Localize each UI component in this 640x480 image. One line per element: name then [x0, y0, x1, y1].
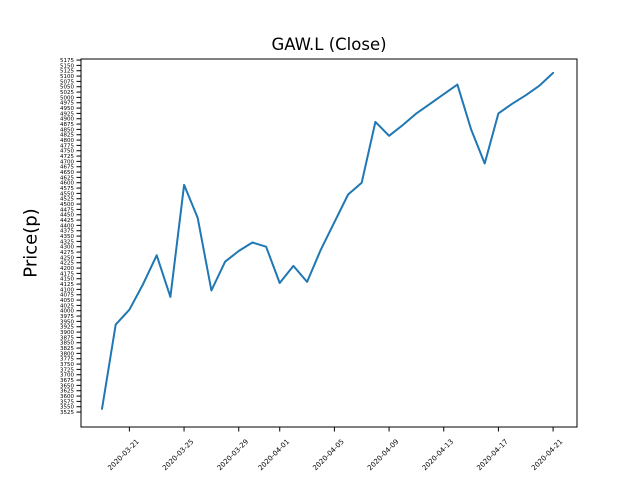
- y-tick-label: 5000: [60, 95, 74, 101]
- x-tick-label: 2020-04-09: [366, 438, 400, 472]
- y-tick-label: 4975: [60, 101, 74, 107]
- y-tick-label: 4850: [60, 127, 74, 133]
- y-tick-label: 4450: [60, 213, 74, 219]
- y-tick-label: 4150: [60, 277, 74, 283]
- y-tick-label: 4200: [60, 266, 74, 272]
- y-tick-label: 3800: [60, 351, 74, 357]
- y-tick-label: 4175: [60, 271, 74, 277]
- y-tick-label: 3850: [60, 341, 74, 347]
- x-tick-label: 2020-03-21: [106, 438, 140, 472]
- y-tick-label: 4225: [60, 261, 74, 267]
- x-tick-label: 2020-03-29: [216, 438, 250, 472]
- y-tick-label: 4500: [60, 202, 74, 208]
- y-tick-label: 4475: [60, 207, 74, 213]
- y-tick-label: 3675: [60, 378, 74, 384]
- y-tick-label: 4550: [60, 191, 74, 197]
- y-tick-label: 3925: [60, 325, 74, 331]
- y-tick-label: 4375: [60, 229, 74, 235]
- y-tick-label: 5025: [60, 90, 74, 96]
- y-tick-label: 5175: [60, 58, 74, 64]
- y-tick-label: 4650: [60, 170, 74, 176]
- y-tick-label: 4000: [60, 309, 74, 315]
- y-tick-label: 4250: [60, 255, 74, 261]
- y-tick-label: 3700: [60, 373, 74, 379]
- x-tick-label: 2020-04-13: [421, 438, 455, 472]
- y-tick-label: 4925: [60, 111, 74, 117]
- y-tick-label: 3875: [60, 335, 74, 341]
- y-tick-label: 4100: [60, 287, 74, 293]
- y-tick-label: 4875: [60, 122, 74, 128]
- y-tick-label: 4325: [60, 239, 74, 245]
- x-tick-label: 2020-03-25: [161, 438, 195, 472]
- chart-title: GAW.L (Close): [271, 35, 387, 54]
- y-tick-label: 4050: [60, 298, 74, 304]
- y-tick-label: 5150: [60, 63, 74, 69]
- y-tick-label: 4525: [60, 197, 74, 203]
- y-tick-label: 4775: [60, 143, 74, 149]
- y-tick-label: 4900: [60, 117, 74, 123]
- x-tick-label: 2020-04-01: [257, 438, 291, 472]
- y-tick-label: 3950: [60, 319, 74, 325]
- y-tick-label: 3575: [60, 399, 74, 405]
- y-tick-label: 4350: [60, 234, 74, 240]
- y-tick-label: 3725: [60, 367, 74, 373]
- y-tick-label: 5100: [60, 74, 74, 80]
- y-tick-label: 3775: [60, 357, 74, 363]
- y-tick-label: 3650: [60, 383, 74, 389]
- y-tick-label: 5050: [60, 85, 74, 91]
- x-tick-label: 2020-04-17: [475, 438, 509, 472]
- y-tick-label: 4725: [60, 154, 74, 160]
- y-tick-label: 3625: [60, 389, 74, 395]
- y-tick-label: 4825: [60, 133, 74, 139]
- y-tick-label: 3600: [60, 394, 74, 400]
- y-tick-label: 4700: [60, 159, 74, 165]
- y-tick-label: 3975: [60, 314, 74, 320]
- y-tick-label: 5125: [60, 69, 74, 75]
- y-tick-label: 3750: [60, 362, 74, 368]
- y-tick-label: 4575: [60, 186, 74, 192]
- y-tick-label: 3825: [60, 346, 74, 352]
- plot-border: [80, 58, 578, 428]
- y-tick-label: 4300: [60, 245, 74, 251]
- y-tick-label: 3900: [60, 330, 74, 336]
- y-tick-label: 4125: [60, 282, 74, 288]
- x-tick-label: 2020-04-05: [311, 438, 345, 472]
- y-tick-label: 4950: [60, 106, 74, 112]
- y-tick-label: 4075: [60, 293, 74, 299]
- y-tick-label: 4600: [60, 181, 74, 187]
- y-tick-label: 5075: [60, 79, 74, 85]
- y-tick-label: 3525: [60, 410, 74, 416]
- y-tick-label: 4400: [60, 223, 74, 229]
- y-tick-label: 4625: [60, 175, 74, 181]
- y-tick-label: 4275: [60, 250, 74, 256]
- y-tick-label: 4800: [60, 138, 74, 144]
- x-tick-label: 2020-04-21: [530, 438, 564, 472]
- y-tick-label: 4425: [60, 218, 74, 224]
- y-tick-label: 4025: [60, 303, 74, 309]
- y-tick-label: 4750: [60, 149, 74, 155]
- price-line: [101, 71, 555, 410]
- y-tick-label: 3550: [60, 405, 74, 411]
- y-tick-label: 4675: [60, 165, 74, 171]
